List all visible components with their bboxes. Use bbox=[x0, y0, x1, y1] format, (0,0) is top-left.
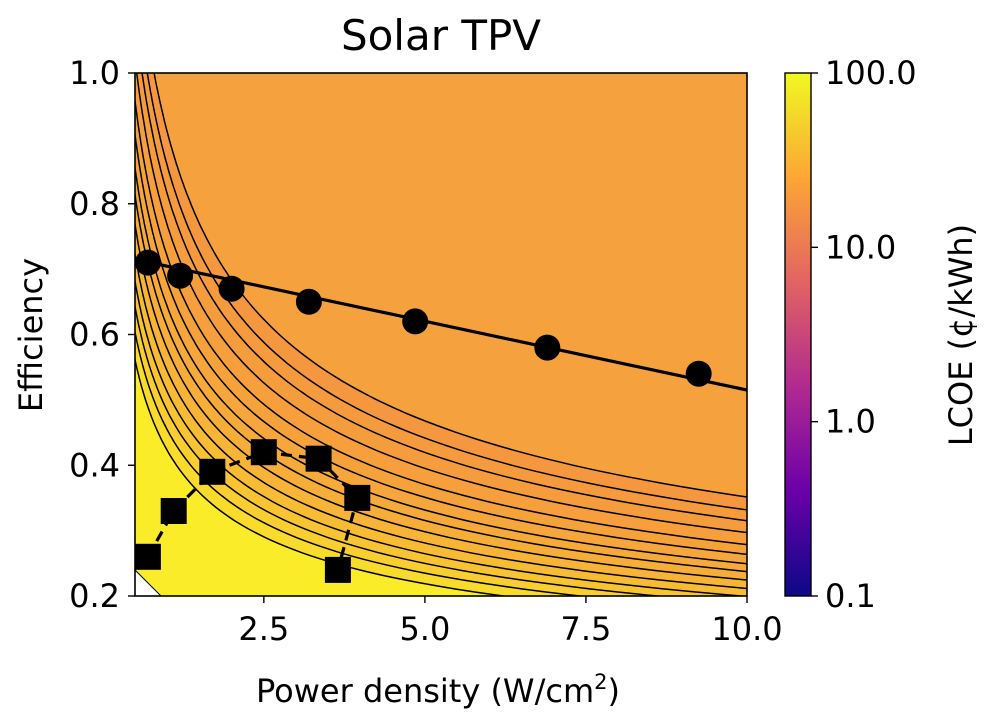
square-series-point bbox=[305, 445, 332, 472]
circle-series-point bbox=[167, 262, 194, 289]
chart-title: Solar TPV bbox=[341, 11, 541, 60]
square-series-point bbox=[199, 458, 226, 485]
y-axis: 0.2 0.4 0.6 0.8 1.0 bbox=[69, 54, 135, 615]
square-series-point bbox=[324, 556, 351, 583]
y-axis-label: Efficiency bbox=[12, 258, 50, 412]
contour-line bbox=[153, 73, 747, 498]
contour-line bbox=[135, 355, 510, 596]
colorbar-tick-label: 1.0 bbox=[825, 403, 876, 441]
colorbar: 0.1 1.0 10.0 100.0 LCOE (¢/kWh) bbox=[784, 54, 980, 615]
contour-band bbox=[135, 359, 504, 596]
circle-series-point bbox=[534, 334, 561, 361]
y-tick-label: 0.2 bbox=[69, 577, 120, 615]
circle-series-point bbox=[134, 249, 161, 276]
square-series-point bbox=[250, 439, 277, 466]
contour-line bbox=[135, 277, 747, 596]
square-series-point bbox=[134, 543, 161, 570]
contour-line bbox=[141, 73, 747, 522]
circle-series-point bbox=[685, 360, 712, 387]
contour-line bbox=[135, 302, 666, 596]
contour-layer bbox=[135, 73, 747, 596]
x-axis-label-superscript: 2 bbox=[594, 670, 607, 694]
square-series-point bbox=[160, 498, 187, 524]
y-tick-label: 0.4 bbox=[69, 446, 120, 484]
contour-line bbox=[135, 129, 747, 556]
circle-series-point bbox=[295, 288, 322, 315]
x-tick-label: 10.0 bbox=[711, 610, 782, 648]
marker-layer bbox=[134, 249, 712, 583]
x-axis-label-main: Power density (W/cm bbox=[256, 672, 594, 710]
circle-series-point bbox=[402, 308, 429, 335]
colorbar-ticks: 0.1 1.0 10.0 100.0 bbox=[811, 54, 917, 615]
x-axis-label: Power density (W/cm2) bbox=[256, 670, 620, 710]
y-tick-label: 0.8 bbox=[69, 185, 120, 223]
off-scale-region bbox=[135, 569, 162, 596]
x-axis-label-close: ) bbox=[607, 672, 619, 710]
contour-line bbox=[146, 73, 747, 511]
x-axis: 2.5 5.0 7.5 10.0 bbox=[238, 596, 783, 648]
colorbar-tick-label: 10.0 bbox=[825, 228, 896, 266]
contour-band bbox=[135, 281, 742, 596]
contour-line bbox=[135, 328, 587, 596]
circle-series-point bbox=[218, 275, 245, 302]
colorbar-label: LCOE (¢/kWh) bbox=[942, 224, 980, 446]
y-tick-label: 0.6 bbox=[69, 316, 120, 354]
colorbar-gradient bbox=[784, 72, 812, 597]
plot-area bbox=[134, 72, 748, 597]
colorbar-tick-label: 0.1 bbox=[825, 577, 876, 615]
x-tick-label: 5.0 bbox=[399, 610, 450, 648]
square-series-point bbox=[344, 484, 371, 511]
y-tick-label: 1.0 bbox=[69, 54, 120, 92]
colorbar-tick-label: 100.0 bbox=[825, 54, 917, 92]
x-tick-label: 7.5 bbox=[561, 610, 612, 648]
x-tick-label: 2.5 bbox=[238, 610, 289, 648]
